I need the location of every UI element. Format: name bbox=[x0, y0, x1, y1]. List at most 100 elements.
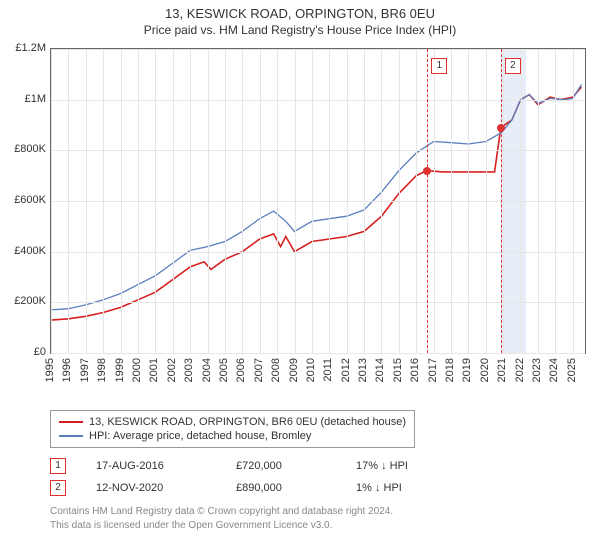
ytick-label: £1M bbox=[25, 93, 46, 105]
xtick-label: 2016 bbox=[409, 358, 421, 382]
gridline-h bbox=[51, 150, 585, 151]
gridline-v bbox=[260, 49, 261, 353]
ytick-label: £800K bbox=[14, 143, 46, 155]
xtick-label: 2024 bbox=[548, 358, 560, 382]
gridline-v bbox=[121, 49, 122, 353]
xtick-label: 1999 bbox=[114, 358, 126, 382]
xtick-label: 2023 bbox=[531, 358, 543, 382]
series-hpi bbox=[51, 85, 582, 310]
gridline-v bbox=[416, 49, 417, 353]
legend-swatch bbox=[59, 435, 83, 437]
gridline-v bbox=[468, 49, 469, 353]
ytick-label: £400K bbox=[14, 245, 46, 257]
xtick-label: 2013 bbox=[357, 358, 369, 382]
sale-row: 212-NOV-2020£890,0001% ↓ HPI bbox=[50, 477, 456, 499]
gridline-v bbox=[573, 49, 574, 353]
xtick-label: 2002 bbox=[166, 358, 178, 382]
legend-swatch bbox=[59, 421, 83, 423]
xtick-label: 2009 bbox=[288, 358, 300, 382]
xtick-label: 2017 bbox=[427, 358, 439, 382]
footer-line2: This data is licensed under the Open Gov… bbox=[50, 519, 393, 533]
sale-row-date: 17-AUG-2016 bbox=[96, 460, 236, 472]
xtick-label: 2003 bbox=[183, 358, 195, 382]
gridline-v bbox=[295, 49, 296, 353]
sale-row-diff: 1% ↓ HPI bbox=[356, 482, 456, 494]
xtick-label: 2012 bbox=[340, 358, 352, 382]
series-property bbox=[51, 87, 582, 320]
sale-point bbox=[497, 124, 505, 132]
gridline-v bbox=[242, 49, 243, 353]
gridline-h bbox=[51, 49, 585, 50]
footer-attribution: Contains HM Land Registry data © Crown c… bbox=[50, 505, 393, 532]
gridline-v bbox=[173, 49, 174, 353]
xtick-label: 1995 bbox=[44, 358, 56, 382]
xtick-label: 2001 bbox=[148, 358, 160, 382]
gridline-v bbox=[503, 49, 504, 353]
xtick-label: 2025 bbox=[566, 358, 578, 382]
xtick-label: 1998 bbox=[96, 358, 108, 382]
gridline-h bbox=[51, 100, 585, 101]
gridline-h bbox=[51, 252, 585, 253]
xtick-label: 2022 bbox=[514, 358, 526, 382]
xtick-label: 2019 bbox=[461, 358, 473, 382]
xtick-label: 1997 bbox=[79, 358, 91, 382]
gridline-h bbox=[51, 302, 585, 303]
legend-label: HPI: Average price, detached house, Brom… bbox=[89, 430, 311, 442]
gridline-v bbox=[190, 49, 191, 353]
legend-label: 13, KESWICK ROAD, ORPINGTON, BR6 0EU (de… bbox=[89, 416, 406, 428]
xtick-label: 2000 bbox=[131, 358, 143, 382]
ytick-label: £200K bbox=[14, 295, 46, 307]
gridline-v bbox=[364, 49, 365, 353]
gridline-v bbox=[68, 49, 69, 353]
xtick-label: 2014 bbox=[374, 358, 386, 382]
legend-item: HPI: Average price, detached house, Brom… bbox=[59, 429, 406, 443]
gridline-h bbox=[51, 201, 585, 202]
gridline-v bbox=[381, 49, 382, 353]
ytick-label: £600K bbox=[14, 194, 46, 206]
xtick-label: 2007 bbox=[253, 358, 265, 382]
xtick-label: 2004 bbox=[201, 358, 213, 382]
sale-row-date: 12-NOV-2020 bbox=[96, 482, 236, 494]
sale-row-badge: 2 bbox=[50, 480, 66, 496]
xtick-label: 2006 bbox=[235, 358, 247, 382]
gridline-v bbox=[208, 49, 209, 353]
gridline-v bbox=[521, 49, 522, 353]
gridline-v bbox=[312, 49, 313, 353]
chart-area: 12 £0£200K£400K£600K£800K£1M£1.2M1995199… bbox=[50, 48, 586, 354]
gridline-v bbox=[86, 49, 87, 353]
sale-point bbox=[423, 167, 431, 175]
sale-badge: 2 bbox=[505, 58, 521, 74]
xtick-label: 2011 bbox=[322, 358, 334, 382]
gridline-v bbox=[399, 49, 400, 353]
plot-region: 12 bbox=[50, 48, 586, 354]
xtick-label: 2015 bbox=[392, 358, 404, 382]
xtick-label: 2010 bbox=[305, 358, 317, 382]
sale-vline bbox=[427, 49, 428, 353]
xtick-label: 2021 bbox=[496, 358, 508, 382]
title-address: 13, KESWICK ROAD, ORPINGTON, BR6 0EU bbox=[0, 6, 600, 21]
gridline-v bbox=[486, 49, 487, 353]
sale-badge: 1 bbox=[431, 58, 447, 74]
xtick-label: 1996 bbox=[61, 358, 73, 382]
gridline-v bbox=[103, 49, 104, 353]
gridline-v bbox=[329, 49, 330, 353]
gridline-v bbox=[451, 49, 452, 353]
gridline-v bbox=[434, 49, 435, 353]
gridline-v bbox=[155, 49, 156, 353]
gridline-v bbox=[277, 49, 278, 353]
xtick-label: 2018 bbox=[444, 358, 456, 382]
xtick-label: 2008 bbox=[270, 358, 282, 382]
sale-row: 117-AUG-2016£720,00017% ↓ HPI bbox=[50, 455, 456, 477]
gridline-v bbox=[347, 49, 348, 353]
xtick-label: 2020 bbox=[479, 358, 491, 382]
gridline-v bbox=[51, 49, 52, 353]
gridline-v bbox=[138, 49, 139, 353]
legend: 13, KESWICK ROAD, ORPINGTON, BR6 0EU (de… bbox=[50, 410, 415, 448]
chart-titles: 13, KESWICK ROAD, ORPINGTON, BR6 0EU Pri… bbox=[0, 0, 600, 37]
legend-item: 13, KESWICK ROAD, ORPINGTON, BR6 0EU (de… bbox=[59, 415, 406, 429]
gridline-v bbox=[538, 49, 539, 353]
title-subtitle: Price paid vs. HM Land Registry's House … bbox=[0, 23, 600, 37]
sale-row-badge: 1 bbox=[50, 458, 66, 474]
ytick-label: £0 bbox=[34, 346, 46, 358]
gridline-v bbox=[225, 49, 226, 353]
